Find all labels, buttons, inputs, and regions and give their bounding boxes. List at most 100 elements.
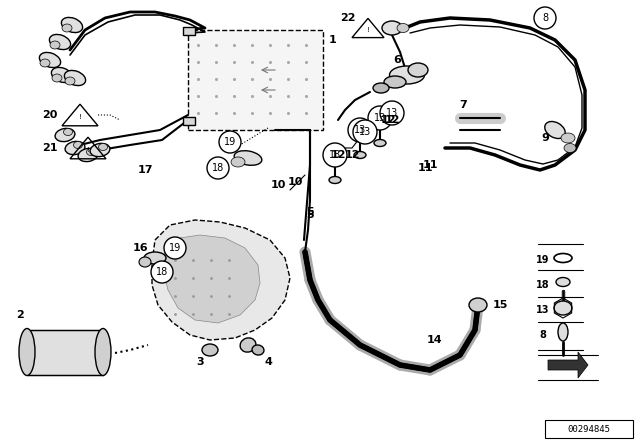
Ellipse shape <box>234 151 262 165</box>
Text: 22: 22 <box>340 13 356 23</box>
Text: 13: 13 <box>386 108 398 118</box>
Text: 16: 16 <box>132 243 148 253</box>
Ellipse shape <box>374 139 386 146</box>
Text: 13: 13 <box>536 305 550 315</box>
Ellipse shape <box>65 77 75 85</box>
Ellipse shape <box>390 66 424 84</box>
Text: 13: 13 <box>374 113 386 123</box>
Ellipse shape <box>99 143 108 151</box>
Circle shape <box>219 131 241 153</box>
Ellipse shape <box>65 142 85 155</box>
Ellipse shape <box>202 344 218 356</box>
Ellipse shape <box>231 157 245 167</box>
Ellipse shape <box>40 52 61 68</box>
Ellipse shape <box>62 24 72 32</box>
Ellipse shape <box>408 63 428 77</box>
Ellipse shape <box>329 177 341 184</box>
Text: 14: 14 <box>427 335 443 345</box>
Circle shape <box>323 143 347 167</box>
Ellipse shape <box>558 323 568 341</box>
Text: !: ! <box>79 114 81 120</box>
Ellipse shape <box>373 83 389 93</box>
Bar <box>183 27 195 35</box>
Text: 6: 6 <box>393 55 401 65</box>
Text: 19: 19 <box>169 243 181 253</box>
Text: 12: 12 <box>380 115 396 125</box>
Ellipse shape <box>65 70 86 86</box>
Ellipse shape <box>51 67 72 82</box>
Text: 8: 8 <box>542 13 548 23</box>
Ellipse shape <box>240 338 256 352</box>
Bar <box>545 420 633 438</box>
Text: 17: 17 <box>137 165 153 175</box>
Circle shape <box>380 101 404 125</box>
Text: 18: 18 <box>536 280 550 290</box>
Ellipse shape <box>61 17 83 33</box>
Text: 19: 19 <box>224 137 236 147</box>
Ellipse shape <box>63 129 72 135</box>
Ellipse shape <box>74 142 83 148</box>
Ellipse shape <box>564 143 576 152</box>
Text: 10: 10 <box>287 177 303 187</box>
Text: 7: 7 <box>459 100 467 110</box>
Text: 13: 13 <box>359 127 371 137</box>
Text: !: ! <box>86 147 90 153</box>
Polygon shape <box>548 352 588 378</box>
Text: 13: 13 <box>329 150 341 160</box>
Circle shape <box>368 106 392 130</box>
Ellipse shape <box>19 328 35 375</box>
Text: 12: 12 <box>384 115 400 125</box>
Circle shape <box>164 237 186 259</box>
Ellipse shape <box>50 41 60 49</box>
Text: 9: 9 <box>541 133 549 143</box>
Ellipse shape <box>78 148 98 162</box>
Circle shape <box>151 261 173 283</box>
Text: 2: 2 <box>16 310 24 320</box>
Bar <box>188 30 323 130</box>
Ellipse shape <box>554 301 572 315</box>
Ellipse shape <box>86 148 95 155</box>
Text: 11: 11 <box>417 163 433 173</box>
Text: 00294845: 00294845 <box>568 425 611 434</box>
Text: 5: 5 <box>306 207 314 217</box>
Text: 12: 12 <box>330 150 346 160</box>
Text: 5: 5 <box>306 210 314 220</box>
Text: 21: 21 <box>42 143 58 153</box>
Ellipse shape <box>95 328 111 375</box>
Circle shape <box>207 157 229 179</box>
Text: 20: 20 <box>42 110 58 120</box>
Text: 10: 10 <box>270 180 285 190</box>
Text: 11: 11 <box>422 160 438 170</box>
Ellipse shape <box>49 34 70 50</box>
Text: 18: 18 <box>156 267 168 277</box>
Text: 12: 12 <box>344 150 360 160</box>
Text: 3: 3 <box>196 357 204 367</box>
Ellipse shape <box>90 143 110 157</box>
Circle shape <box>353 120 377 144</box>
Ellipse shape <box>354 151 366 159</box>
Text: 4: 4 <box>264 357 272 367</box>
Text: 1: 1 <box>329 35 337 45</box>
Ellipse shape <box>40 59 50 67</box>
Ellipse shape <box>384 76 406 88</box>
Text: !: ! <box>367 27 369 33</box>
Polygon shape <box>163 235 260 323</box>
Polygon shape <box>152 220 290 340</box>
Ellipse shape <box>556 277 570 287</box>
Ellipse shape <box>561 133 575 143</box>
Ellipse shape <box>397 23 409 33</box>
Ellipse shape <box>144 252 166 264</box>
Ellipse shape <box>252 345 264 355</box>
Circle shape <box>534 7 556 29</box>
Bar <box>27 330 103 375</box>
Ellipse shape <box>382 21 402 35</box>
Ellipse shape <box>545 121 565 138</box>
Ellipse shape <box>139 257 151 267</box>
Text: 19: 19 <box>536 255 550 265</box>
Text: 18: 18 <box>212 163 224 173</box>
Circle shape <box>348 118 372 142</box>
Ellipse shape <box>52 74 62 82</box>
Ellipse shape <box>469 298 487 312</box>
Ellipse shape <box>55 129 75 142</box>
Bar <box>183 117 195 125</box>
